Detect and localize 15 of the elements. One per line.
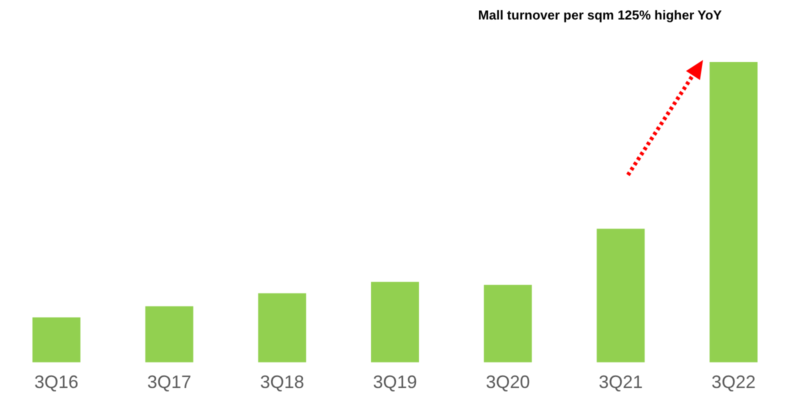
x-tick-label: 3Q20	[486, 372, 530, 392]
bar	[484, 284, 532, 362]
bar	[32, 317, 80, 362]
bar	[145, 306, 194, 362]
bar	[710, 62, 758, 362]
x-tick-label: 3Q22	[712, 372, 756, 392]
bar	[371, 282, 419, 362]
x-tick-label: 3Q19	[372, 372, 418, 392]
x-tick-label: 3Q17	[147, 372, 192, 392]
bar	[258, 293, 306, 362]
text: Mall turnover per sqm 125% higher YoY	[478, 8, 722, 23]
x-tick-label: 3Q18	[260, 372, 304, 392]
bar	[596, 228, 645, 362]
x-tick-label: 3Q16	[34, 372, 78, 392]
x-tick-label: 3Q21	[598, 372, 643, 392]
